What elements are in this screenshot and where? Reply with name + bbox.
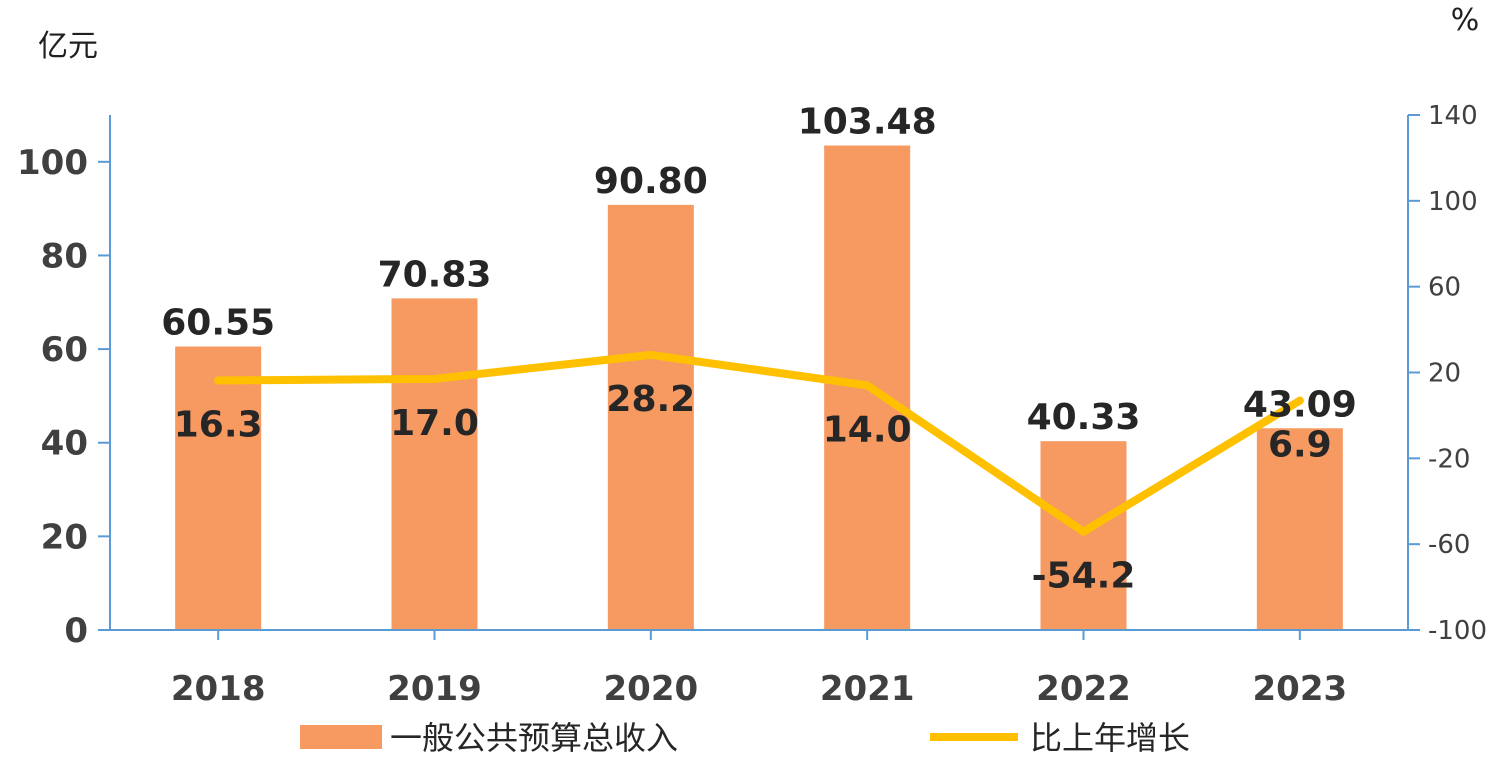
x-axis-label-2023: 2023 [1253, 669, 1348, 709]
right-axis-tick-label: 60 [1428, 273, 1461, 303]
legend-swatch-bar [300, 725, 382, 749]
growth-line [214, 350, 1304, 536]
growth-point-2023 [1295, 396, 1304, 405]
bar-data-labels: 60.55 70.83 90.80 103.48 40.33 43.09 [161, 102, 1357, 439]
left-axis-tick-label: 40 [41, 424, 88, 464]
left-axis-tick-label: 100 [17, 143, 88, 183]
growth-point-2020 [646, 350, 655, 359]
bar-series [175, 145, 1343, 630]
right-axis: -100 -60 -20 20 60 100 140 [1407, 101, 1487, 646]
legend: 一般公共预算总收入 比上年增长 [300, 719, 1190, 757]
growth-value-label: 6.9 [1268, 425, 1332, 466]
x-axis-label-2019: 2019 [387, 669, 482, 709]
x-axis-label-2021: 2021 [820, 669, 915, 709]
right-axis-tick-label: 20 [1428, 359, 1461, 389]
right-axis-tick-label: 140 [1428, 101, 1478, 131]
growth-point-2022 [1079, 527, 1088, 536]
right-axis-tick-label: 100 [1428, 187, 1478, 217]
x-axis-label-2022: 2022 [1036, 669, 1131, 709]
growth-value-label: 14.0 [823, 409, 912, 450]
x-axis: 2018 2019 2020 2021 2022 2023 [110, 629, 1408, 709]
bar-value-label: 103.48 [798, 102, 937, 143]
bar-value-label: 43.09 [1243, 384, 1357, 425]
bar-value-label: 70.83 [378, 254, 492, 295]
growth-point-2018 [214, 376, 223, 385]
bar-2018 [175, 346, 262, 630]
line-series [214, 350, 1304, 536]
left-axis-unit: 亿元 [38, 29, 98, 64]
x-axis-label-2018: 2018 [171, 669, 266, 709]
growth-value-label: 17.0 [390, 403, 479, 444]
left-axis-tick-label: 20 [41, 517, 88, 557]
right-axis-tick-label: -100 [1428, 616, 1487, 646]
right-axis-tick-label: -20 [1428, 444, 1470, 474]
growth-point-2019 [430, 374, 439, 383]
line-data-labels: 16.3 17.0 28.2 14.0 -54.2 6.9 [174, 379, 1332, 597]
left-axis: 0 20 40 60 80 100 [17, 115, 111, 651]
bar-value-label: 60.55 [161, 303, 275, 344]
legend-label-bar: 一般公共预算总收入 [390, 719, 678, 757]
bar-2020 [607, 204, 694, 630]
bar-value-label: 90.80 [594, 161, 708, 202]
left-axis-tick-label: 0 [64, 611, 88, 651]
right-axis-tick-label: -60 [1428, 530, 1470, 560]
right-axis-unit: % [1451, 3, 1480, 38]
bar-2019 [391, 298, 478, 630]
legend-label-line: 比上年增长 [1030, 719, 1190, 757]
growth-value-label: 28.2 [606, 379, 695, 420]
bar-value-label: 40.33 [1027, 397, 1141, 438]
x-axis-label-2020: 2020 [604, 669, 699, 709]
growth-value-label: 16.3 [174, 404, 263, 445]
growth-point-2021 [863, 381, 872, 390]
left-axis-tick-label: 80 [41, 236, 88, 276]
growth-value-label: -54.2 [1032, 556, 1136, 597]
left-axis-tick-label: 60 [41, 330, 88, 370]
bar-2023 [1256, 428, 1343, 630]
